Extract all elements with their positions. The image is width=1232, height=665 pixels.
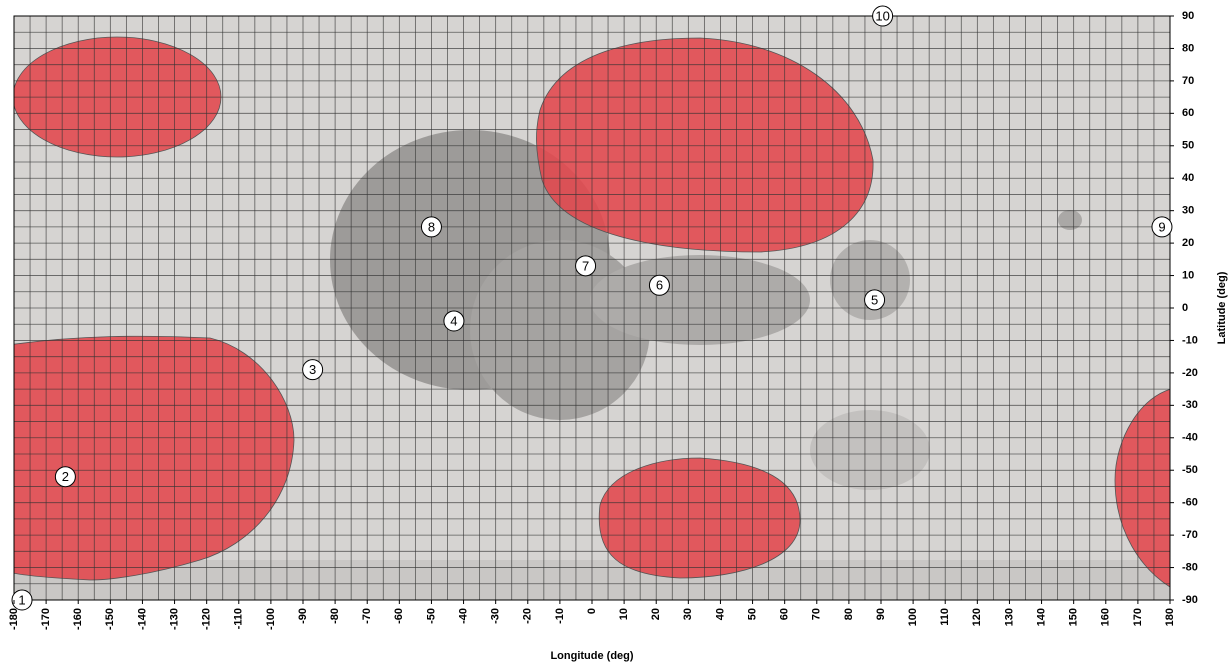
x-tick-label: -170 [40,608,52,630]
x-tick-label: -160 [72,608,84,630]
y-tick-label: -50 [1182,464,1198,476]
x-tick-label: 150 [1068,608,1080,626]
y-tick-label: 10 [1182,269,1194,281]
x-tick-label: 20 [650,608,662,620]
x-tick-label: 110 [939,608,951,626]
x-tick-label: 30 [682,608,694,620]
x-tick-label: -180 [8,608,20,630]
y-tick-label: 50 [1182,140,1194,152]
x-tick-label: -20 [522,608,534,624]
mare [590,255,810,345]
x-tick-label: 0 [586,608,598,614]
site-label: 2 [62,469,69,484]
y-tick-label: -70 [1182,529,1198,541]
y-tick-label: 60 [1182,107,1194,119]
site-label: 6 [656,278,663,293]
x-tick-label: -100 [265,608,277,630]
y-axis-title: Latitude (deg) [1216,271,1228,344]
y-tick-label: 80 [1182,42,1194,54]
y-tick-label: -90 [1182,594,1198,606]
x-tick-label: -60 [393,608,405,624]
y-tick-label: -20 [1182,367,1198,379]
y-tick-label: -30 [1182,399,1198,411]
x-tick-label: -40 [457,608,469,624]
x-tick-label: -80 [329,608,341,624]
region [599,458,800,578]
x-tick-label: -10 [554,608,566,624]
x-tick-label: 10 [618,608,630,620]
site-label: 10 [875,8,889,23]
y-tick-label: 0 [1182,302,1188,314]
site-label: 1 [18,592,25,607]
x-tick-label: 180 [1164,608,1176,626]
x-tick-label: -50 [425,608,437,624]
x-tick-label: -150 [104,608,116,630]
x-tick-label: 160 [1100,608,1112,626]
x-axis-title: Longitude (deg) [550,650,633,662]
y-tick-label: 20 [1182,237,1194,249]
x-tick-label: 120 [971,608,983,626]
x-tick-label: 80 [843,608,855,620]
map-chart: 1 2 3 4 5 6 7 8 9 10 Longitude (deg) Latitude (de… [0,0,1232,665]
x-tick-label: 40 [714,608,726,620]
x-tick-label: 90 [875,608,887,620]
site-label: 4 [450,313,457,328]
y-tick-label: -60 [1182,497,1198,509]
y-tick-label: -80 [1182,561,1198,573]
x-tick-label: -30 [490,608,502,624]
x-tick-label: -120 [201,608,213,630]
x-tick-label: -70 [361,608,373,624]
x-tick-label: 140 [1035,608,1047,626]
x-tick-label: 60 [779,608,791,620]
y-tick-label: 40 [1182,172,1194,184]
y-tick-label: -10 [1182,334,1198,346]
site-label: 7 [582,258,589,273]
site-label: 3 [309,362,316,377]
x-tick-label: -140 [136,608,148,630]
x-tick-label: 130 [1003,608,1015,626]
x-tick-label: 100 [907,608,919,626]
mare [810,410,930,490]
site-label: 8 [428,219,435,234]
x-tick-label: 170 [1132,608,1144,626]
x-tick-label: -90 [297,608,309,624]
y-tick-label: -40 [1182,432,1198,444]
x-tick-label: 50 [746,608,758,620]
x-tick-label: 70 [811,608,823,620]
y-tick-label: 90 [1182,10,1194,22]
y-tick-label: 30 [1182,205,1194,217]
y-tick-label: 70 [1182,75,1194,87]
x-tick-label: -130 [168,608,180,630]
site-label: 9 [1158,219,1165,234]
site-label: 5 [871,292,878,307]
x-tick-label: -110 [233,608,245,629]
